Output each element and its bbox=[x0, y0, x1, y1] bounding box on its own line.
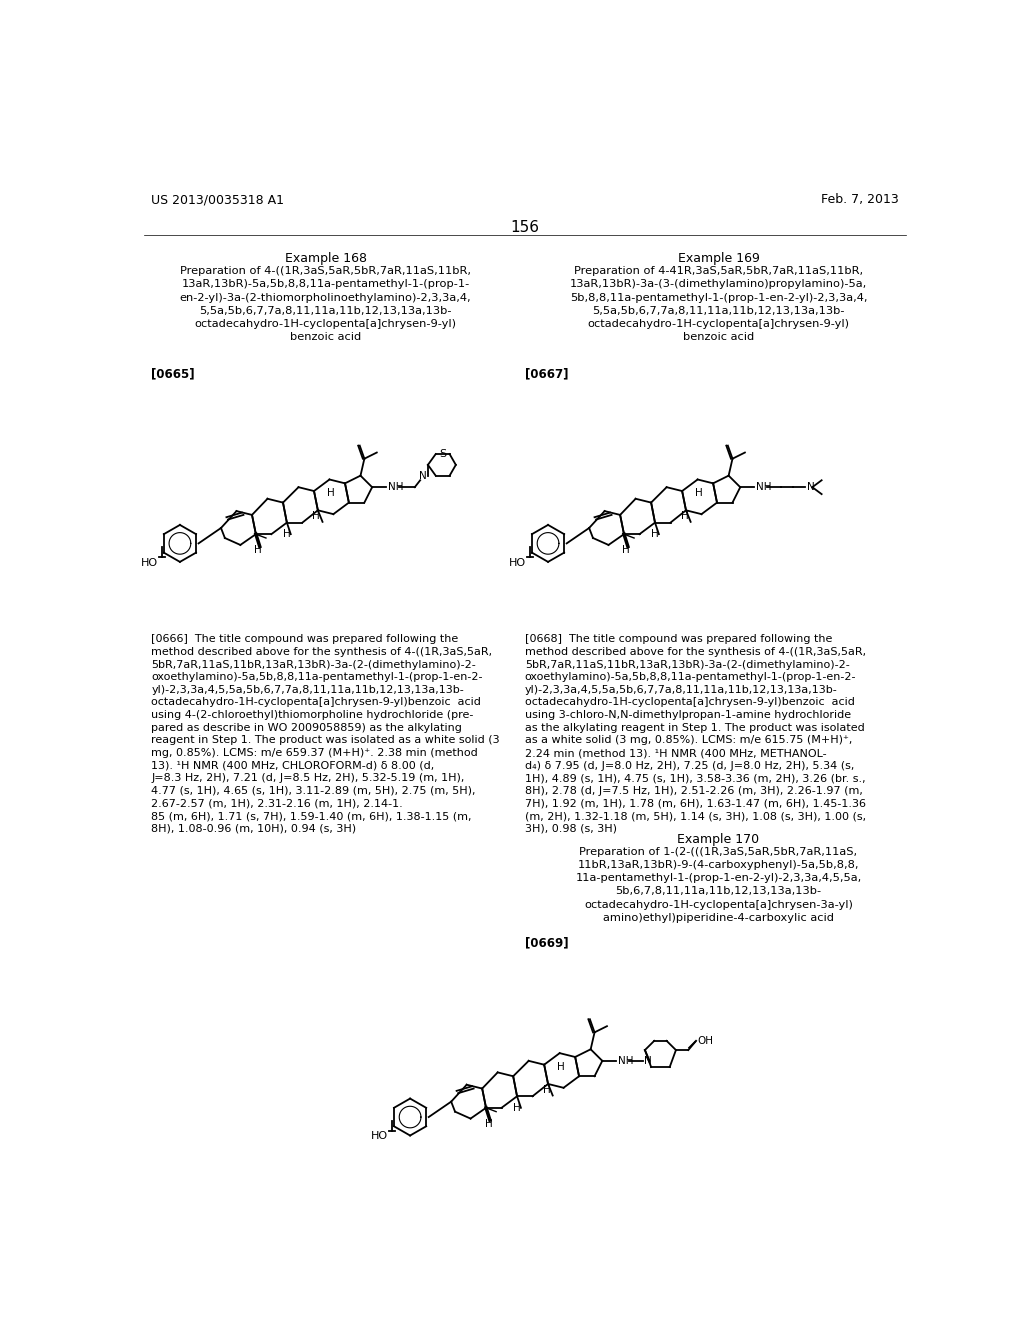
Text: [0668]  The title compound was prepared following the
method described above for: [0668] The title compound was prepared f… bbox=[524, 635, 866, 834]
Text: [0665]: [0665] bbox=[152, 368, 195, 381]
Text: Preparation of 4-41R,3aS,5aR,5bR,7aR,11aS,11bR,
13aR,13bR)-3a-(3-(dimethylamino): Preparation of 4-41R,3aS,5aR,5bR,7aR,11a… bbox=[569, 267, 867, 342]
Text: Feb. 7, 2013: Feb. 7, 2013 bbox=[820, 193, 898, 206]
Text: H: H bbox=[328, 488, 335, 499]
Text: H: H bbox=[557, 1063, 565, 1072]
Text: H: H bbox=[312, 511, 321, 521]
Text: Example 170: Example 170 bbox=[678, 833, 760, 846]
Text: [0669]: [0669] bbox=[524, 936, 568, 949]
Text: Preparation of 1-(2-(((1R,3aS,5aR,5bR,7aR,11aS,
11bR,13aR,13bR)-9-(4-carboxyphen: Preparation of 1-(2-(((1R,3aS,5aR,5bR,7a… bbox=[575, 847, 861, 923]
Text: [0667]: [0667] bbox=[524, 368, 568, 381]
Text: OH: OH bbox=[697, 1036, 714, 1045]
Text: [0666]  The title compound was prepared following the
method described above for: [0666] The title compound was prepared f… bbox=[152, 635, 500, 834]
Text: H: H bbox=[513, 1102, 521, 1113]
Text: H: H bbox=[681, 511, 688, 521]
Text: HO: HO bbox=[509, 557, 526, 568]
Text: H: H bbox=[543, 1085, 550, 1096]
Text: H: H bbox=[484, 1119, 493, 1129]
Text: US 2013/0035318 A1: US 2013/0035318 A1 bbox=[152, 193, 285, 206]
Text: HO: HO bbox=[141, 557, 159, 568]
Text: 156: 156 bbox=[510, 220, 540, 235]
Text: N: N bbox=[419, 471, 426, 482]
Text: NH: NH bbox=[617, 1056, 633, 1065]
Text: NH: NH bbox=[388, 482, 403, 492]
Text: H: H bbox=[695, 488, 703, 499]
Text: Example 168: Example 168 bbox=[285, 252, 367, 265]
Text: NH: NH bbox=[756, 482, 771, 492]
Text: H: H bbox=[623, 545, 630, 556]
Text: S: S bbox=[439, 449, 446, 459]
Text: HO: HO bbox=[372, 1131, 388, 1142]
Text: Preparation of 4-((1R,3aS,5aR,5bR,7aR,11aS,11bR,
13aR,13bR)-5a,5b,8,8,11a-pentam: Preparation of 4-((1R,3aS,5aR,5bR,7aR,11… bbox=[180, 267, 471, 342]
Text: H: H bbox=[651, 529, 658, 539]
Text: Example 169: Example 169 bbox=[678, 252, 760, 265]
Text: H: H bbox=[254, 545, 262, 556]
Text: N: N bbox=[807, 482, 815, 492]
Text: H: H bbox=[283, 529, 291, 539]
Text: N: N bbox=[644, 1056, 652, 1065]
